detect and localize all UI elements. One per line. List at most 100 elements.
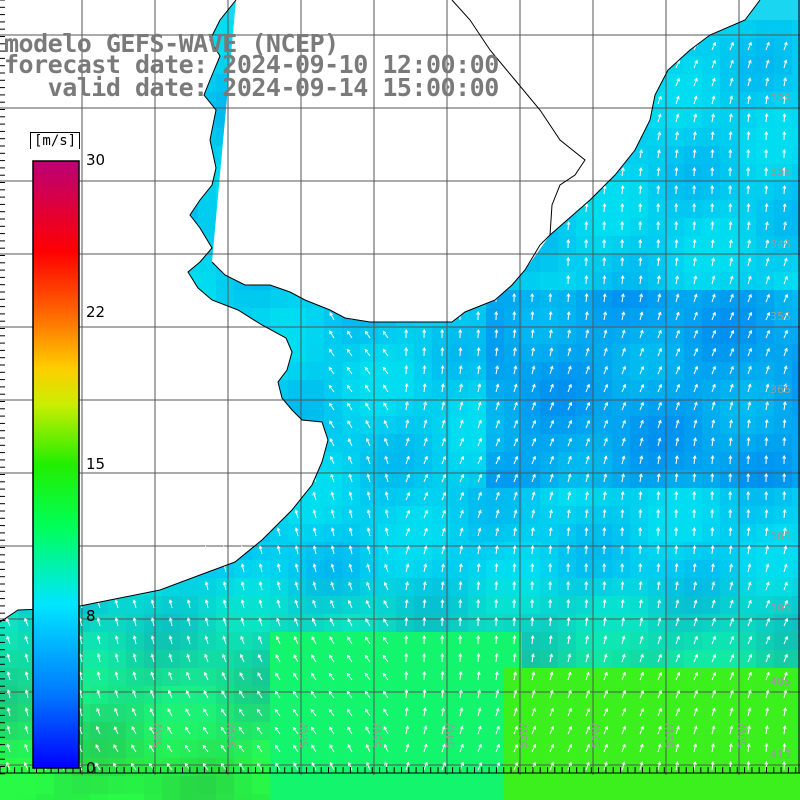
ocean-cell	[792, 596, 800, 614]
ocean-cell	[396, 362, 414, 380]
ocean-cell	[342, 794, 360, 800]
ocean-cell	[756, 200, 774, 218]
ocean-cell	[738, 524, 756, 542]
wind-arrow	[639, 41, 644, 51]
wind-arrow	[765, 77, 770, 87]
ocean-cell	[702, 632, 720, 650]
ocean-cell	[414, 686, 432, 704]
ocean-cell	[576, 416, 594, 434]
ocean-cell	[324, 668, 342, 686]
ocean-cell	[540, 794, 558, 800]
ocean-cell	[666, 308, 684, 326]
ocean-cell	[576, 668, 594, 686]
ocean-cell	[234, 758, 252, 776]
ocean-cell	[738, 776, 756, 794]
wind-arrow	[675, 41, 681, 51]
ocean-cell	[720, 758, 738, 776]
ocean-cell	[342, 398, 360, 416]
ocean-cell	[486, 794, 504, 800]
ocean-cell	[792, 794, 800, 800]
ocean-cell	[558, 452, 576, 470]
ocean-cell	[288, 776, 306, 794]
wind-arrow	[567, 77, 572, 87]
ocean-cell	[342, 614, 360, 632]
ocean-cell	[756, 632, 774, 650]
ocean-cell	[486, 506, 504, 524]
ocean-cell	[648, 200, 666, 218]
ocean-cell	[684, 470, 702, 488]
ocean-cell	[504, 776, 522, 794]
ocean-cell	[540, 578, 558, 596]
ocean-cell	[504, 308, 522, 326]
ocean-cell	[720, 146, 738, 164]
ocean-cell	[720, 182, 738, 200]
ocean-cell	[666, 92, 684, 110]
ocean-cell	[774, 794, 792, 800]
ocean-cell	[756, 128, 774, 146]
ocean-cell	[522, 524, 540, 542]
ocean-cell	[738, 614, 756, 632]
ocean-cell	[270, 290, 288, 308]
ocean-cell	[558, 704, 576, 722]
ocean-cell	[558, 776, 576, 794]
ocean-cell	[792, 614, 800, 632]
ocean-cell	[594, 218, 612, 236]
ocean-cell	[756, 416, 774, 434]
ocean-cell	[684, 596, 702, 614]
ocean-cell	[486, 344, 504, 362]
ocean-cell	[396, 452, 414, 470]
ocean-cell	[342, 326, 360, 344]
ocean-cell	[162, 776, 180, 794]
ocean-cell	[648, 704, 666, 722]
ocean-cell	[558, 416, 576, 434]
ocean-cell	[702, 200, 720, 218]
ocean-cell	[576, 704, 594, 722]
ocean-cell	[666, 506, 684, 524]
ocean-cell	[666, 632, 684, 650]
ocean-cell	[774, 686, 792, 704]
ocean-cell	[666, 326, 684, 344]
ocean-cell	[702, 398, 720, 416]
ocean-cell	[738, 146, 756, 164]
ocean-cell	[612, 596, 630, 614]
ocean-cell	[216, 20, 234, 38]
ocean-cell	[630, 488, 648, 506]
ocean-cell	[774, 632, 792, 650]
ocean-cell	[720, 488, 738, 506]
ocean-cell	[666, 362, 684, 380]
wind-arrow	[729, 77, 734, 87]
lon-label: 53W	[517, 723, 530, 748]
ocean-cell	[612, 632, 630, 650]
ocean-cell	[738, 74, 756, 92]
ocean-cell	[702, 164, 720, 182]
wind-arrow	[657, 59, 663, 69]
ocean-cell	[774, 20, 792, 38]
ocean-cell	[414, 650, 432, 668]
wind-arrow	[603, 77, 609, 87]
wind-arrow	[729, 59, 734, 69]
ocean-cell	[216, 704, 234, 722]
ocean-cell	[648, 218, 666, 236]
ocean-cell	[648, 614, 666, 632]
ocean-cell	[630, 740, 648, 758]
ocean-cell	[684, 290, 702, 308]
ocean-cell	[792, 56, 800, 74]
ocean-cell	[126, 794, 144, 800]
ocean-cell	[630, 308, 648, 326]
ocean-cell	[702, 326, 720, 344]
ocean-cell	[216, 722, 234, 740]
ocean-cell	[486, 722, 504, 740]
ocean-cell	[774, 722, 792, 740]
wind-arrow	[783, 59, 788, 69]
ocean-cell	[360, 380, 378, 398]
wind-arrow	[693, 59, 698, 69]
ocean-cell	[414, 560, 432, 578]
ocean-cell	[576, 758, 594, 776]
ocean-cell	[540, 704, 558, 722]
ocean-cell	[396, 740, 414, 758]
ocean-cell	[612, 614, 630, 632]
ocean-cell	[720, 272, 738, 290]
ocean-cell	[468, 614, 486, 632]
ocean-cell	[576, 326, 594, 344]
ocean-cell	[414, 452, 432, 470]
